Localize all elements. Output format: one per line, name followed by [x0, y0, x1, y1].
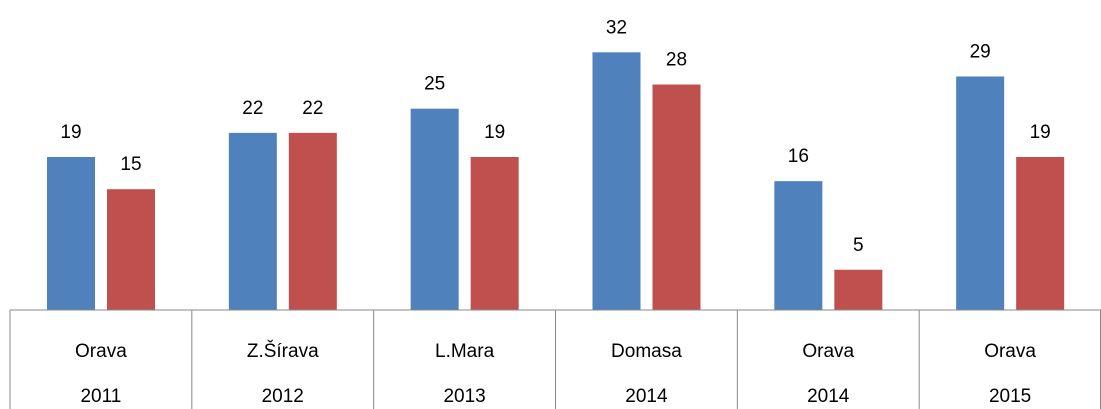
x-tick-label: 2012	[262, 386, 304, 407]
data-label: 15	[120, 154, 141, 175]
x-tick-label: 2011	[80, 386, 121, 407]
x-tick-label: Z.Šírava	[247, 340, 319, 362]
x-tick-label: 2013	[443, 386, 485, 407]
data-label: 28	[666, 50, 687, 71]
bar	[410, 108, 459, 311]
bar	[652, 84, 701, 311]
x-tick-label: 2015	[989, 386, 1031, 407]
data-label: 22	[302, 98, 323, 119]
bar	[1016, 157, 1065, 310]
x-tick-label: 2014	[807, 386, 850, 407]
data-label: 5	[853, 235, 864, 256]
x-tick-label: L.Mara	[435, 341, 495, 362]
data-label: 25	[424, 74, 445, 95]
data-label: 32	[606, 17, 627, 38]
bar	[834, 269, 883, 310]
data-label: 19	[1030, 122, 1051, 143]
bar	[47, 157, 95, 310]
x-tick-label: Orava	[984, 341, 1036, 362]
data-label: 16	[788, 146, 809, 167]
bar	[470, 157, 519, 310]
data-label: 22	[242, 98, 263, 119]
data-label: 29	[970, 41, 991, 62]
data-label: 19	[60, 122, 81, 143]
bar	[288, 132, 337, 310]
bar	[592, 52, 641, 310]
x-tick-label: Orava	[802, 341, 854, 362]
data-label: 19	[484, 122, 505, 143]
x-tick-label: Orava	[75, 341, 127, 362]
bar	[107, 189, 155, 310]
bar	[956, 76, 1005, 310]
x-tick-label: 2014	[625, 386, 668, 407]
x-tick-label: Domasa	[611, 341, 682, 362]
bar	[774, 181, 823, 310]
bar	[228, 132, 277, 310]
